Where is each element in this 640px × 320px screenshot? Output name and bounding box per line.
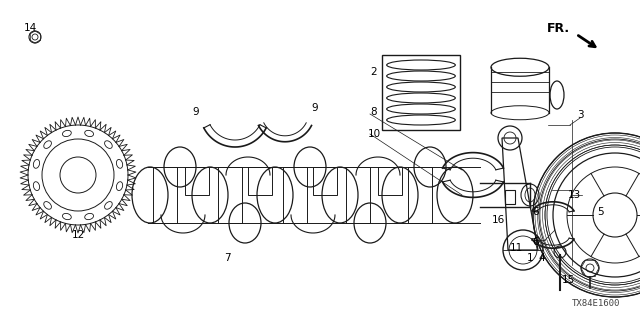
- Text: 5: 5: [596, 207, 604, 217]
- Bar: [218, 167, 242, 223]
- Text: 12: 12: [72, 230, 84, 240]
- Text: 11: 11: [509, 243, 523, 253]
- Text: 9: 9: [312, 103, 318, 113]
- Text: TX84E1600: TX84E1600: [572, 299, 620, 308]
- Text: 15: 15: [561, 275, 575, 285]
- Text: 6: 6: [532, 237, 540, 247]
- Text: 4: 4: [539, 253, 545, 263]
- Bar: [248, 167, 272, 195]
- Text: 6: 6: [532, 207, 540, 217]
- Bar: [505, 190, 515, 204]
- Text: 9: 9: [193, 107, 199, 117]
- Text: 14: 14: [24, 23, 36, 33]
- Bar: [185, 167, 209, 195]
- Text: FR.: FR.: [547, 21, 570, 35]
- Text: 3: 3: [577, 110, 583, 120]
- Text: 10: 10: [367, 129, 381, 139]
- Bar: [378, 167, 402, 195]
- Bar: [283, 167, 307, 223]
- Bar: [346, 167, 370, 223]
- Bar: [313, 167, 337, 195]
- Text: 1: 1: [527, 253, 533, 263]
- Text: 13: 13: [568, 190, 580, 200]
- Text: 8: 8: [371, 107, 378, 117]
- Bar: [408, 167, 432, 223]
- Text: 2: 2: [371, 67, 378, 77]
- Bar: [382, 55, 460, 130]
- Text: 7: 7: [224, 253, 230, 263]
- Text: 16: 16: [492, 215, 504, 225]
- Bar: [153, 167, 177, 223]
